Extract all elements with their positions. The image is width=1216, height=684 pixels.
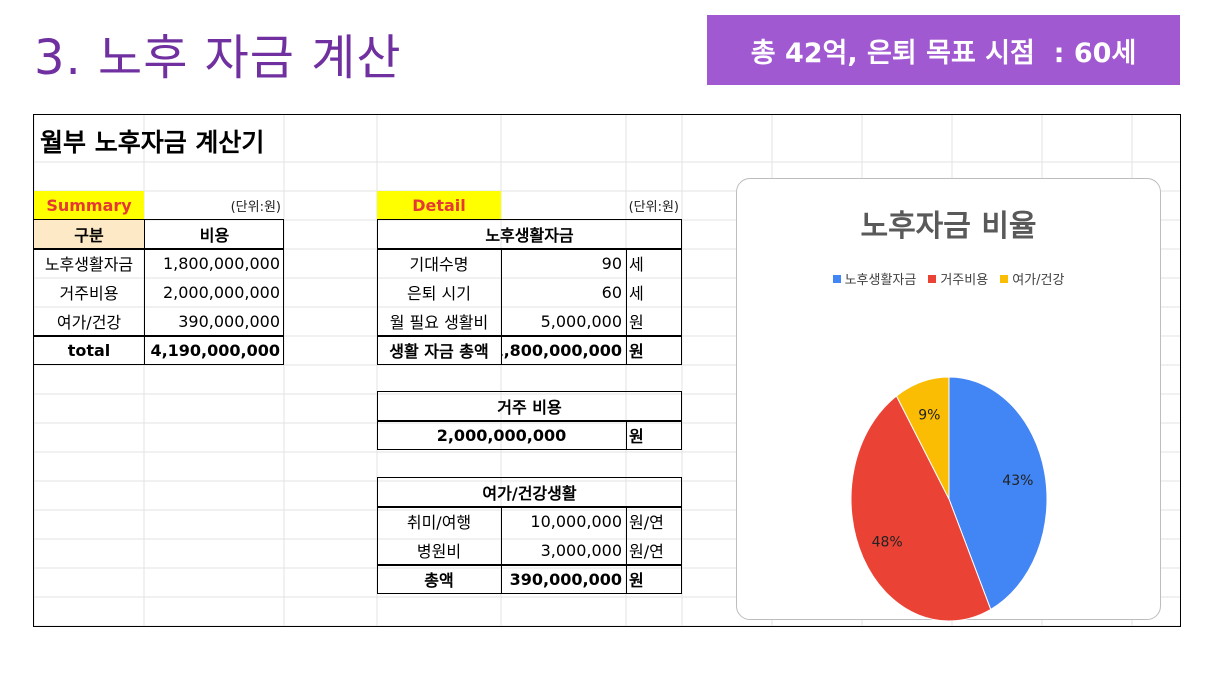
leisure-total-value[interactable]: 390,000,000	[509, 569, 622, 589]
leisure-border	[377, 506, 682, 508]
slide-title: 3. 노후 자금 계산	[34, 30, 402, 86]
legend-item: 거주비용	[928, 269, 988, 288]
housing-unit[interactable]: 원	[629, 427, 644, 446]
living-row-label[interactable]: 월 필요 생활비	[389, 313, 489, 332]
housing-border	[377, 449, 682, 450]
legend-swatch	[832, 274, 841, 283]
chart-legend: 노후생활자금 거주비용 여가/건강	[737, 269, 1160, 288]
living-total-unit[interactable]: 원	[629, 342, 644, 361]
leisure-border	[681, 477, 682, 594]
leisure-border	[377, 477, 378, 594]
leisure-border	[501, 507, 502, 594]
living-row-value[interactable]: 5,000,000	[540, 311, 622, 331]
summary-total-value[interactable]: 4,190,000,000	[150, 340, 280, 360]
living-total-value[interactable]: 1,800,000,000	[502, 340, 622, 360]
housing-border	[626, 421, 627, 450]
legend-label: 노후생활자금	[844, 273, 917, 288]
housing-border	[377, 391, 682, 392]
housing-header[interactable]: 거주 비용	[497, 398, 562, 417]
living-border	[377, 335, 682, 337]
pie-chart: 43% 48% 9%	[850, 376, 1048, 621]
target-banner: 총 42억, 은퇴 목표 시점 : 60세	[707, 15, 1180, 85]
pie-chart-card[interactable]: 노후자금 비율 노후생활자금 거주비용 여가/건강 43% 48% 9%	[736, 178, 1161, 621]
summary-row-value[interactable]: 2,000,000,000	[162, 282, 280, 302]
legend-label: 거주비용	[940, 273, 989, 288]
leisure-row-value[interactable]: 3,000,000	[540, 540, 622, 560]
living-row-value[interactable]: 60	[601, 282, 622, 302]
housing-border	[377, 420, 682, 422]
summary-header-category[interactable]: 구분	[34, 220, 144, 248]
leisure-row-unit[interactable]: 원/연	[629, 542, 664, 561]
living-border	[377, 219, 378, 365]
summary-border	[34, 219, 284, 220]
legend-label: 여가/건강	[1012, 273, 1065, 288]
pie-data-label: 9%	[918, 408, 940, 424]
summary-row-value[interactable]: 1,800,000,000	[162, 253, 280, 273]
living-row-value[interactable]: 90	[601, 253, 622, 273]
living-border	[681, 219, 682, 365]
leisure-total-label[interactable]: 총액	[424, 571, 454, 590]
summary-border	[34, 364, 284, 365]
living-row-label[interactable]: 은퇴 시기	[407, 284, 471, 303]
sheet-title: 월부 노후자금 계산기	[40, 128, 265, 157]
summary-row-label[interactable]: 여가/건강	[56, 313, 122, 332]
living-border	[377, 219, 682, 220]
legend-swatch	[928, 274, 937, 283]
housing-value[interactable]: 2,000,000,000	[436, 425, 567, 445]
summary-unit: (단위:원)	[230, 199, 281, 215]
legend-item: 여가/건강	[1000, 269, 1064, 288]
leisure-row-label[interactable]: 병원비	[416, 542, 462, 561]
leisure-row-label[interactable]: 취미/여행	[406, 513, 472, 532]
legend-item: 노후생활자금	[832, 269, 917, 288]
summary-border	[34, 248, 284, 250]
living-border	[626, 249, 627, 365]
summary-tag: Summary	[34, 191, 144, 219]
summary-header-cost[interactable]: 비용	[199, 226, 230, 245]
pie-slice	[895, 376, 950, 500]
leisure-border	[377, 593, 682, 594]
detail-tag: Detail	[377, 191, 501, 219]
summary-row-value[interactable]: 390,000,000	[178, 311, 280, 331]
leisure-border	[377, 564, 682, 566]
leisure-row-unit[interactable]: 원/연	[629, 513, 664, 532]
leisure-border	[377, 477, 682, 478]
pie-slice	[948, 376, 1048, 611]
leisure-total-unit[interactable]: 원	[629, 571, 644, 590]
housing-border	[377, 391, 378, 450]
living-row-unit[interactable]: 원	[629, 313, 644, 332]
summary-row-label[interactable]: 거주비용	[59, 284, 119, 303]
living-border	[501, 249, 502, 365]
legend-swatch	[1000, 274, 1009, 283]
summary-border	[283, 219, 284, 365]
leisure-row-value[interactable]: 10,000,000	[530, 511, 622, 531]
living-row-unit[interactable]: 세	[629, 255, 644, 274]
living-border	[377, 248, 682, 250]
living-header[interactable]: 노후생활자금	[485, 226, 574, 245]
living-row-unit[interactable]: 세	[629, 284, 644, 303]
leisure-header[interactable]: 여가/건강생활	[482, 484, 577, 503]
detail-unit: (단위:원)	[628, 199, 679, 215]
chart-title: 노후자금 비율	[860, 209, 1037, 244]
living-row-label[interactable]: 기대수명	[409, 255, 469, 274]
summary-border	[144, 219, 145, 365]
living-border	[377, 364, 682, 365]
pie-data-label: 43%	[1002, 473, 1033, 489]
pie-slice	[850, 395, 992, 621]
leisure-border	[626, 507, 627, 594]
summary-row-label[interactable]: 노후생활자금	[44, 255, 134, 274]
living-total-label[interactable]: 생활 자금 총액	[389, 342, 489, 361]
housing-border	[681, 391, 682, 450]
summary-border	[34, 335, 284, 337]
pie-data-label: 48%	[872, 534, 903, 550]
spreadsheet[interactable]: 월부 노후자금 계산기 Summary (단위:원) 구분 비용 노후생활자금 …	[33, 114, 1181, 627]
summary-total-label[interactable]: total	[67, 340, 111, 360]
